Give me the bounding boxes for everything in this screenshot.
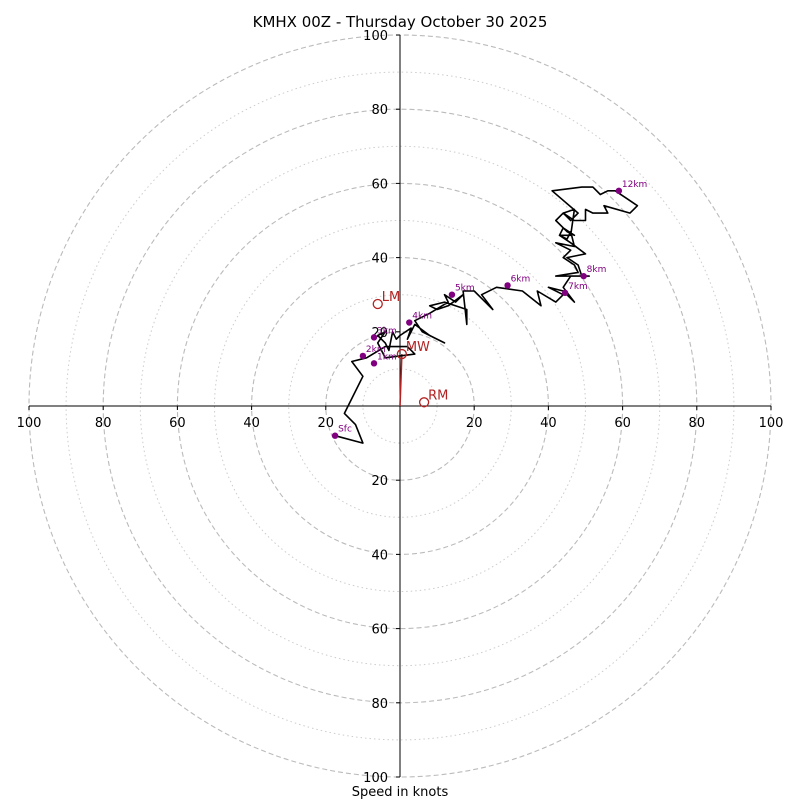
x-axis-label: Speed in knots — [352, 785, 449, 800]
x-tick-label: 80 — [689, 416, 706, 431]
x-tick-label: 100 — [17, 416, 42, 431]
height-marker-dot — [580, 272, 587, 280]
storm-motion-marker — [372, 298, 383, 310]
y-tick-label: 40 — [371, 252, 388, 267]
mean-wind-vector-group — [399, 354, 403, 407]
height-marker-dot — [448, 291, 456, 298]
storm-motion-marker — [396, 348, 408, 360]
height-marker-label: 1km — [377, 352, 397, 362]
height-marker-dot — [370, 360, 378, 367]
y-tick-label: 80 — [371, 103, 388, 118]
height-marker-label: 7km — [568, 282, 588, 292]
height-marker-label: 12km — [622, 180, 647, 190]
wind-trace-group — [334, 186, 639, 444]
height-marker-label: Sfc — [338, 425, 352, 435]
storm-motion-marker — [418, 397, 430, 408]
x-tick-label: 60 — [169, 416, 186, 431]
storm-motion-label: RM — [428, 388, 448, 403]
height-marker-label: 6km — [511, 274, 531, 284]
x-tick-label: 40 — [540, 416, 557, 431]
x-tick-label: 40 — [243, 416, 260, 431]
x-tick-label: 20 — [466, 416, 483, 431]
wind-trace — [334, 186, 639, 444]
height-marker-label: 8km — [587, 265, 607, 275]
height-marker-dot — [406, 319, 413, 326]
y-tick-label: 20 — [371, 474, 388, 489]
height-marker-label: 4km — [412, 312, 432, 322]
x-tick-label: 20 — [318, 416, 335, 431]
height-marker-dot — [504, 282, 511, 289]
storm-motion-markers: LM MW RM — [372, 290, 448, 408]
x-tick-label: 100 — [759, 416, 784, 431]
x-tick-label: 80 — [95, 416, 112, 431]
height-marker-label: 2km — [366, 345, 386, 355]
y-tick-label: 60 — [371, 623, 388, 638]
height-marker-dot — [615, 187, 623, 195]
tick-labels: 100 80 60 40 20 20 40 60 80 100100806040202040608… — [17, 29, 784, 786]
height-marker-dot — [331, 432, 339, 439]
height-marker-dot — [370, 334, 378, 341]
y-tick-label: 100 — [363, 771, 388, 786]
y-tick-label: 100 — [363, 29, 388, 44]
storm-motion-label: LM — [382, 290, 400, 305]
height-marker-dot — [359, 352, 367, 360]
height-marker-label: 3km — [377, 326, 397, 336]
storm-motion-label: MW — [406, 340, 430, 355]
height-marker-label: 5km — [455, 284, 475, 294]
y-tick-label: 80 — [371, 697, 388, 712]
y-tick-label: 60 — [371, 177, 388, 192]
chart-title: KMHX 00Z - Thursday October 30 2025 — [253, 13, 548, 31]
mean-wind-vector — [399, 354, 403, 407]
y-tick-label: 40 — [371, 548, 388, 563]
x-tick-label: 60 — [614, 416, 631, 431]
height-marker-dot — [561, 289, 569, 297]
